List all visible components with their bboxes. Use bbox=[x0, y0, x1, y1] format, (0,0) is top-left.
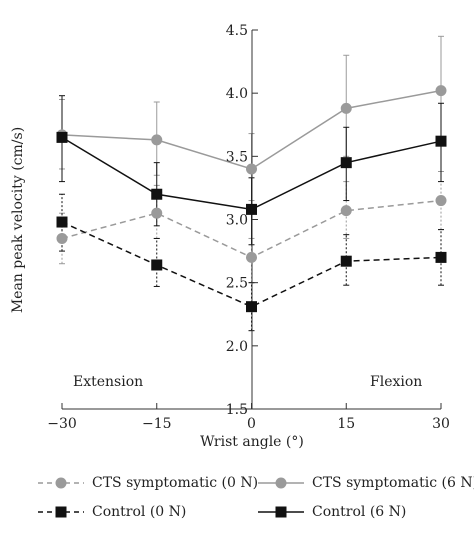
data-point-square bbox=[56, 216, 68, 228]
ticks: 1.5 2.0 2.5 3.0 3.5 4.0 4.5 −30 −15 0 15 30 bbox=[47, 23, 450, 432]
data-point-square bbox=[151, 259, 163, 271]
x-tick-label: −30 bbox=[47, 416, 77, 432]
data-point-circle bbox=[151, 207, 163, 219]
data-point-square bbox=[340, 255, 352, 267]
x-tick-label: 30 bbox=[432, 416, 450, 432]
data-point-circle bbox=[56, 232, 68, 244]
legend-item-cts-0n: CTS symptomatic (0 N) bbox=[38, 475, 258, 491]
y-tick-label: 2.5 bbox=[226, 276, 248, 292]
data-point-circle bbox=[246, 251, 257, 263]
y-tick-label: 2.0 bbox=[226, 339, 248, 355]
y-axis-label: Mean peak velocity (cm/s) bbox=[10, 127, 26, 313]
y-tick-label: 4.0 bbox=[226, 86, 248, 102]
data-point-square bbox=[246, 203, 257, 215]
legend-label: Control (6 N) bbox=[312, 504, 407, 520]
line-chart: 1.5 2.0 2.5 3.0 3.5 4.0 4.5 −30 −15 0 15 30 Extensi… bbox=[10, 23, 450, 450]
x-tick-label: 0 bbox=[247, 416, 256, 432]
series-line bbox=[61, 221, 442, 308]
data-point-circle bbox=[151, 134, 163, 146]
data-point-circle bbox=[435, 85, 447, 97]
data-point-circle bbox=[435, 195, 447, 207]
legend-item-cts-6n: CTS symptomatic (6 N) bbox=[258, 475, 474, 491]
data-point-square bbox=[56, 131, 68, 143]
annotation-extension: Extension bbox=[73, 374, 143, 390]
y-tick-label: 3.5 bbox=[226, 149, 248, 165]
x-axis-label: Wrist angle (°) bbox=[200, 434, 304, 450]
legend-swatch-dashed-black-square bbox=[38, 506, 84, 518]
y-tick-label: 4.5 bbox=[226, 23, 248, 39]
annotation-flexion: Flexion bbox=[370, 374, 422, 390]
data-point-square bbox=[435, 251, 447, 263]
legend: CTS symptomatic (0 N) CTS symptomatic (6… bbox=[0, 462, 474, 534]
legend-label: CTS symptomatic (6 N) bbox=[312, 475, 474, 491]
legend-swatch-solid-gray-circle bbox=[258, 477, 304, 489]
legend-item-control-0n: Control (0 N) bbox=[38, 504, 186, 520]
axes bbox=[62, 30, 441, 410]
data-point-square bbox=[246, 301, 257, 313]
data-point-square bbox=[340, 157, 352, 169]
legend-label: Control (0 N) bbox=[92, 504, 187, 520]
series-markers bbox=[56, 85, 447, 313]
data-point-square bbox=[151, 188, 163, 200]
legend-item-control-6n: Control (6 N) bbox=[258, 504, 406, 520]
legend-swatch-solid-black-square bbox=[258, 506, 304, 518]
x-tick-label: −15 bbox=[142, 416, 172, 432]
legend-swatch-dashed-gray-circle bbox=[38, 477, 84, 489]
data-point-circle bbox=[246, 163, 257, 175]
data-point-square bbox=[435, 135, 447, 147]
y-tick-label: 3.0 bbox=[226, 213, 248, 229]
y-tick-label: 1.5 bbox=[226, 402, 248, 418]
data-point-circle bbox=[340, 102, 352, 114]
legend-label: CTS symptomatic (0 N) bbox=[92, 475, 259, 491]
x-tick-label: 15 bbox=[337, 416, 355, 432]
data-point-circle bbox=[340, 205, 352, 217]
